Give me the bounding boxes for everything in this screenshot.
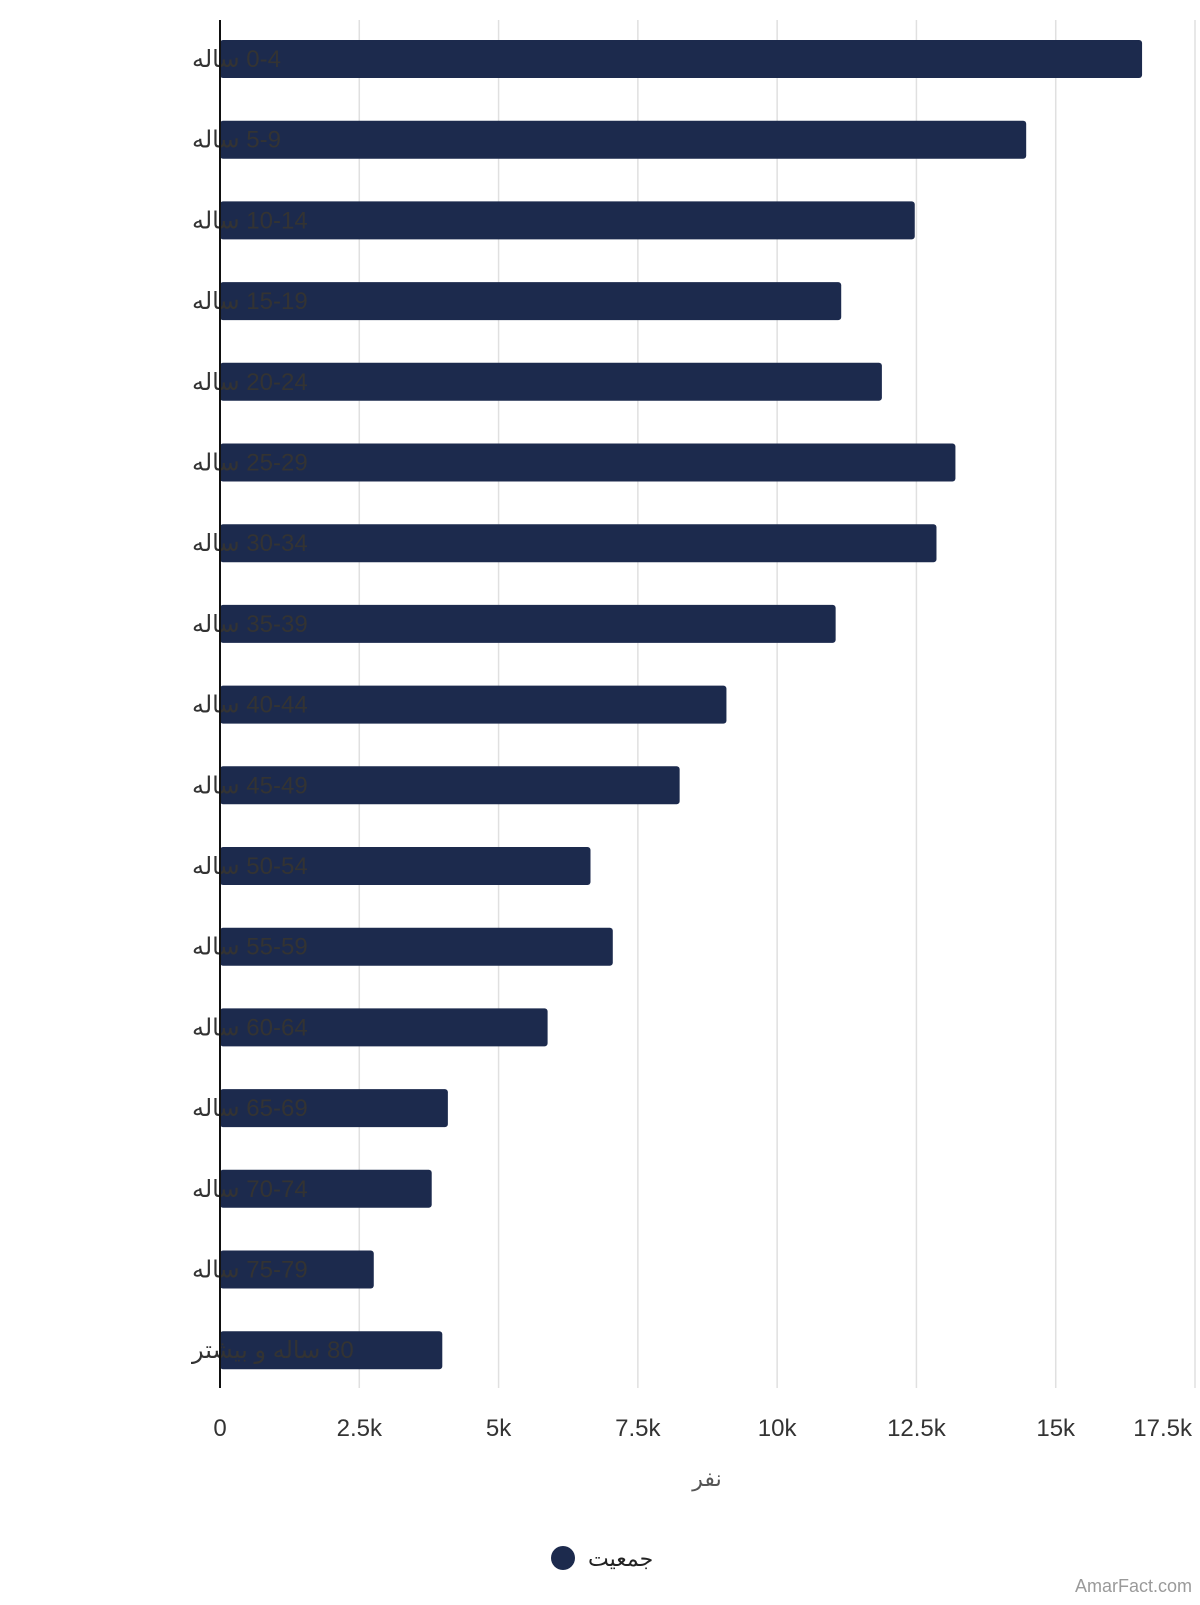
category-label: 25-29 ساله bbox=[192, 450, 308, 477]
x-tick-label: 2.5k bbox=[337, 1415, 383, 1442]
bar[interactable] bbox=[220, 685, 727, 724]
bars bbox=[220, 40, 1143, 1370]
bar[interactable] bbox=[220, 1089, 448, 1128]
bar[interactable] bbox=[220, 766, 680, 805]
x-axis-title: نفر bbox=[691, 1466, 721, 1491]
bar[interactable] bbox=[220, 1250, 374, 1289]
category-label: 80 ساله و بیشتر bbox=[191, 1337, 354, 1364]
bar[interactable] bbox=[220, 1169, 432, 1208]
category-label: 20-24 ساله bbox=[192, 369, 308, 396]
x-tick-label: 5k bbox=[486, 1415, 512, 1442]
category-label: 10-14 ساله bbox=[192, 207, 308, 234]
bar[interactable] bbox=[220, 40, 1143, 78]
category-label: 45-49 ساله bbox=[192, 772, 308, 799]
category-labels: 0-4 ساله 5-9 ساله 10-14 ساله 15-19 ساله 20-2… bbox=[191, 46, 354, 1364]
x-tick-label: 10k bbox=[758, 1415, 798, 1442]
bar[interactable] bbox=[220, 282, 842, 321]
bar[interactable] bbox=[220, 1331, 443, 1370]
bar[interactable] bbox=[220, 927, 613, 966]
category-label: 35-39 ساله bbox=[192, 611, 308, 638]
x-tick-label: 7.5k bbox=[615, 1415, 661, 1442]
x-tick-label: 0 bbox=[213, 1415, 226, 1442]
bar[interactable] bbox=[220, 443, 956, 482]
category-label: 55-59 ساله bbox=[192, 934, 308, 961]
x-tick-label: 17.5k bbox=[1133, 1415, 1193, 1442]
bar[interactable] bbox=[220, 120, 1027, 159]
bar[interactable] bbox=[220, 524, 937, 563]
category-label: 75-79 ساله bbox=[192, 1257, 308, 1284]
x-tick-labels: 0 2.5k 5k 7.5k 10k 12.5k 15k 17.5k bbox=[213, 1415, 1193, 1442]
category-label: 60-64 ساله bbox=[192, 1014, 308, 1041]
category-label: 70-74 ساله bbox=[192, 1176, 308, 1203]
bar[interactable] bbox=[220, 847, 591, 885]
category-label: 30-34 ساله bbox=[192, 530, 308, 557]
legend-marker bbox=[551, 1546, 575, 1570]
x-tick-label: 12.5k bbox=[887, 1415, 947, 1442]
bar[interactable] bbox=[220, 1008, 548, 1047]
bar[interactable] bbox=[220, 362, 882, 401]
watermark: AmarFact.com bbox=[1075, 1576, 1192, 1596]
bar[interactable] bbox=[220, 604, 836, 643]
category-label: 0-4 ساله bbox=[192, 46, 281, 73]
bar[interactable] bbox=[220, 201, 915, 240]
category-label: 40-44 ساله bbox=[192, 692, 308, 719]
category-label: 15-19 ساله bbox=[192, 288, 308, 315]
category-label: 65-69 ساله bbox=[192, 1095, 308, 1122]
category-label: 50-54 ساله bbox=[192, 853, 308, 880]
legend-label: جمعیت bbox=[588, 1546, 653, 1571]
category-label: 5-9 ساله bbox=[192, 127, 281, 154]
x-tick-label: 15k bbox=[1036, 1415, 1076, 1442]
legend[interactable]: جمعیت bbox=[551, 1546, 653, 1571]
